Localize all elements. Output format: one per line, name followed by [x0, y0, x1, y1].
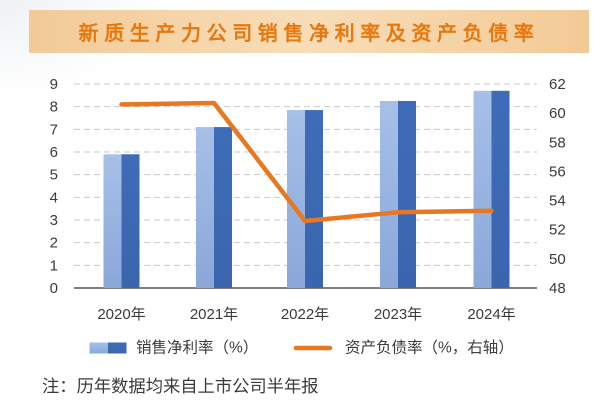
- svg-text:4: 4: [50, 189, 58, 206]
- svg-text:3: 3: [50, 212, 58, 229]
- svg-text:54: 54: [549, 193, 566, 210]
- svg-text:0: 0: [50, 280, 58, 297]
- svg-text:1: 1: [50, 257, 58, 274]
- svg-text:2: 2: [50, 235, 58, 252]
- svg-text:销售净利率（%）: 销售净利率（%）: [136, 339, 258, 357]
- svg-text:9: 9: [50, 76, 58, 93]
- svg-text:2023年: 2023年: [374, 306, 422, 323]
- svg-text:7: 7: [50, 121, 58, 138]
- svg-text:5: 5: [50, 167, 58, 184]
- svg-text:56: 56: [549, 163, 566, 180]
- svg-text:资产负债率（%，右轴）: 资产负债率（%，右轴）: [345, 339, 514, 357]
- svg-text:6: 6: [50, 144, 58, 161]
- svg-text:62: 62: [549, 76, 566, 93]
- svg-text:2024年: 2024年: [467, 306, 515, 323]
- svg-text:60: 60: [549, 105, 566, 122]
- svg-text:58: 58: [549, 134, 566, 151]
- svg-text:8: 8: [50, 99, 58, 116]
- svg-text:2020年: 2020年: [97, 306, 145, 323]
- svg-text:52: 52: [549, 222, 566, 239]
- svg-text:50: 50: [549, 251, 566, 268]
- svg-text:2021年: 2021年: [190, 306, 238, 323]
- svg-text:48: 48: [549, 280, 566, 297]
- svg-text:2022年: 2022年: [281, 306, 329, 323]
